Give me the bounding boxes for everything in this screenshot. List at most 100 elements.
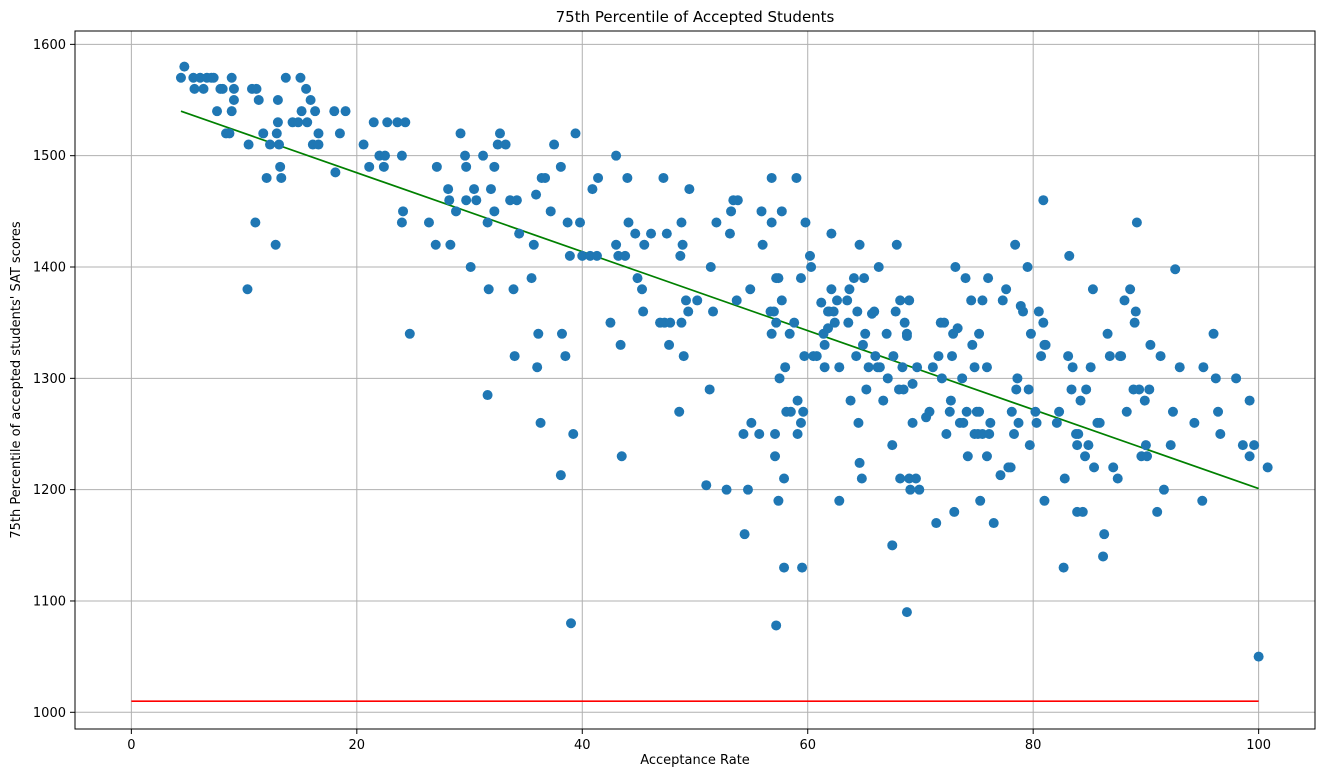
data-point	[270, 239, 281, 250]
data-point	[901, 331, 912, 342]
data-point	[566, 618, 576, 629]
data-points	[175, 61, 1273, 662]
data-point	[469, 184, 480, 195]
data-point	[901, 607, 912, 618]
data-point	[208, 72, 219, 83]
data-point	[358, 139, 369, 150]
data-point	[1038, 195, 1049, 206]
x-tick-label: 20	[349, 738, 366, 753]
data-point	[1098, 551, 1109, 562]
data-point	[509, 351, 520, 362]
data-point	[460, 150, 471, 161]
data-point	[514, 228, 525, 239]
data-point	[791, 172, 802, 183]
data-point	[754, 428, 765, 439]
data-point	[863, 362, 874, 373]
data-point	[382, 117, 393, 128]
data-point	[974, 328, 985, 339]
data-point	[1085, 362, 1096, 373]
x-tick-label: 0	[127, 738, 135, 753]
data-point	[620, 250, 631, 261]
data-point	[535, 417, 546, 428]
data-point	[398, 206, 409, 217]
data-point	[228, 95, 239, 106]
data-point	[969, 362, 980, 373]
data-point	[828, 306, 839, 317]
data-point	[492, 139, 503, 150]
data-point	[1174, 362, 1185, 373]
data-point	[175, 72, 186, 83]
data-point	[766, 217, 777, 228]
data-point	[545, 206, 556, 217]
data-point	[1010, 239, 1021, 250]
data-point	[396, 150, 407, 161]
data-point	[904, 295, 915, 306]
data-point	[684, 184, 695, 195]
data-point	[1134, 384, 1145, 395]
data-point	[1262, 462, 1273, 473]
data-point	[540, 172, 551, 183]
data-point	[212, 106, 223, 117]
data-point	[776, 295, 787, 306]
data-point	[500, 139, 511, 150]
data-point	[799, 351, 810, 362]
data-point	[485, 184, 496, 195]
data-point	[997, 295, 1008, 306]
data-point	[1142, 451, 1153, 462]
data-point	[950, 262, 961, 273]
data-point	[392, 117, 403, 128]
data-point	[834, 495, 845, 506]
y-tick-label: 1600	[33, 38, 66, 53]
data-point	[981, 451, 992, 462]
data-point	[483, 284, 494, 295]
data-point	[844, 284, 855, 295]
data-point	[1087, 284, 1098, 295]
data-point	[179, 61, 190, 72]
data-point	[1031, 417, 1042, 428]
data-point	[549, 139, 560, 150]
data-point	[961, 406, 972, 417]
data-point	[533, 328, 544, 339]
data-point	[280, 72, 291, 83]
data-point	[1140, 440, 1151, 451]
data-point	[746, 417, 757, 428]
data-point	[531, 189, 542, 200]
x-tick-label: 60	[799, 738, 816, 753]
data-point	[1089, 462, 1100, 473]
data-point	[851, 351, 862, 362]
data-point	[465, 262, 476, 273]
data-point	[330, 167, 341, 178]
data-point	[1170, 264, 1181, 275]
data-point	[726, 206, 737, 217]
data-point	[1083, 440, 1094, 451]
data-point	[945, 395, 956, 406]
data-point	[611, 239, 622, 250]
data-point	[995, 470, 1006, 481]
y-tick-label: 1400	[33, 261, 66, 276]
data-point	[692, 295, 703, 306]
data-point	[819, 339, 830, 350]
data-point	[854, 239, 865, 250]
data-point	[859, 273, 870, 284]
data-point	[975, 495, 986, 506]
data-point	[224, 128, 235, 139]
data-point	[1080, 451, 1091, 462]
data-point	[806, 262, 817, 273]
data-point	[570, 128, 581, 139]
data-point	[310, 106, 321, 117]
data-point	[556, 328, 567, 339]
data-point	[766, 172, 777, 183]
data-point	[1119, 295, 1130, 306]
data-point	[661, 228, 672, 239]
data-point	[842, 295, 853, 306]
data-point	[1033, 306, 1044, 317]
data-point	[593, 172, 604, 183]
data-point	[742, 484, 753, 495]
data-point	[340, 106, 351, 117]
data-point	[1167, 406, 1178, 417]
data-point	[1144, 384, 1155, 395]
data-point	[795, 273, 806, 284]
data-point	[914, 484, 925, 495]
data-point	[1011, 384, 1022, 395]
data-point	[873, 262, 884, 273]
